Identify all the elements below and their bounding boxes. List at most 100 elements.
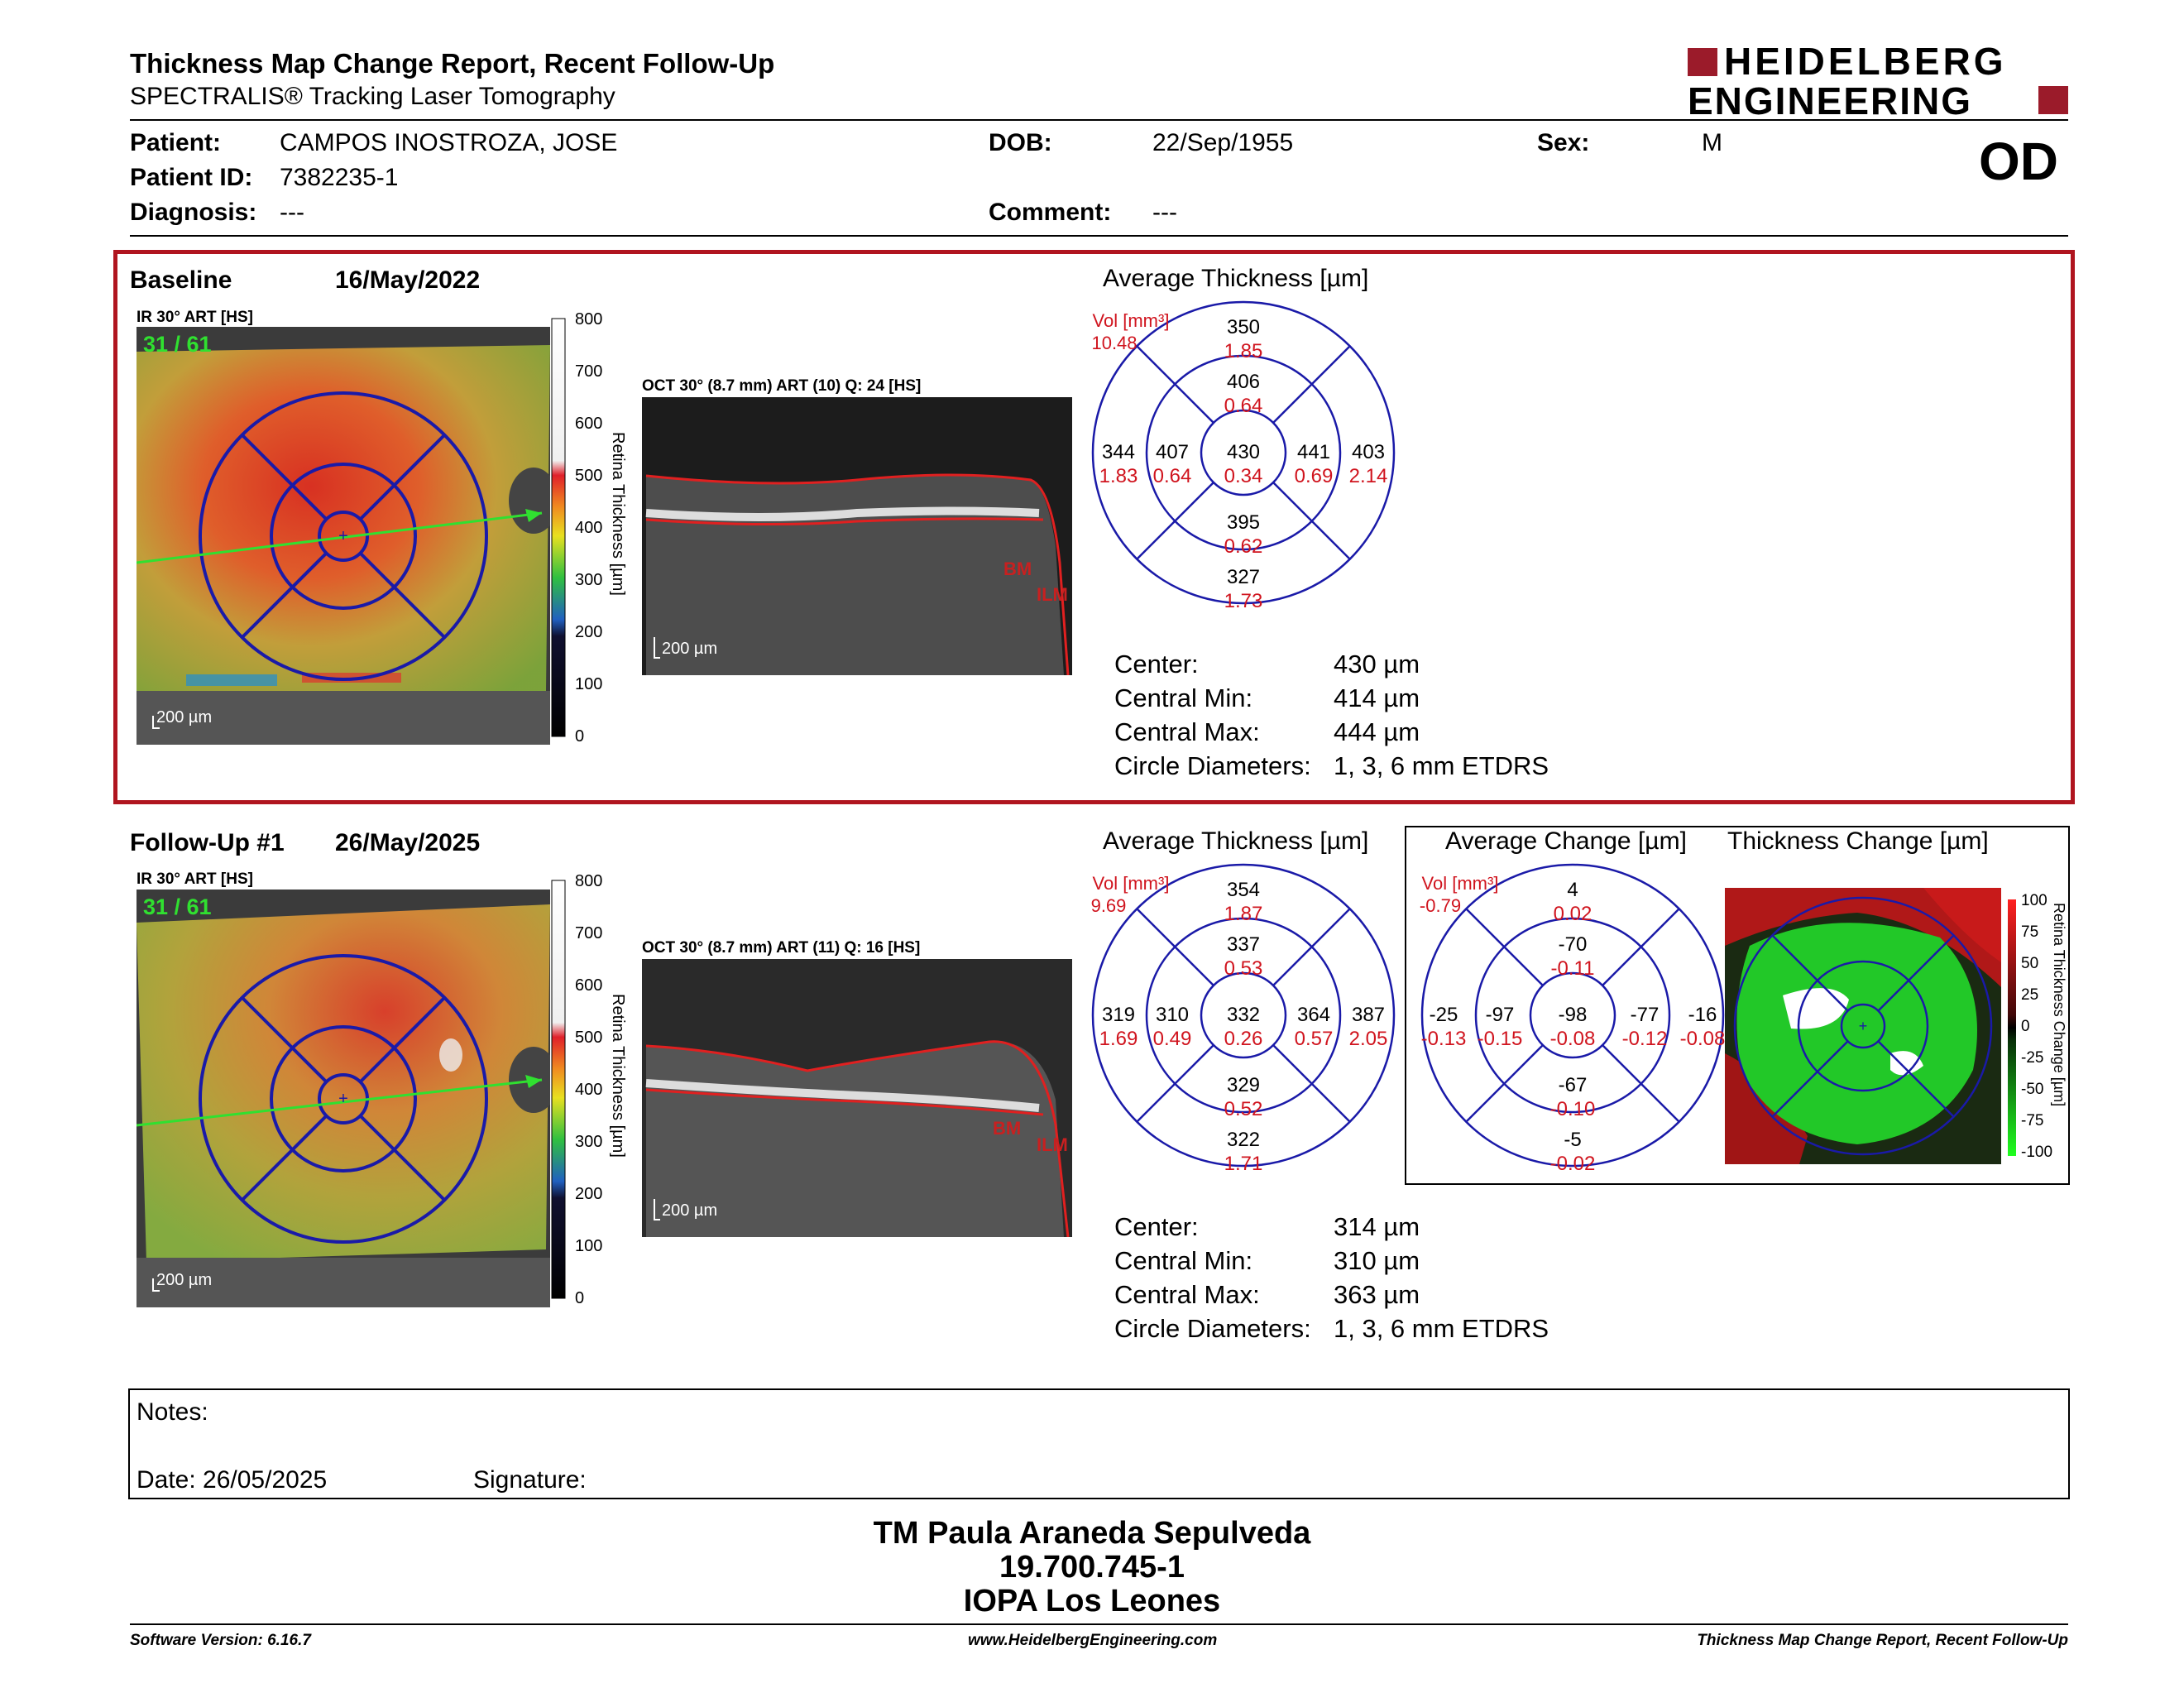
followup-oct-scan: BM ILM 200 µm	[642, 959, 1072, 1237]
sector-volume: -0.02	[1550, 1153, 1596, 1175]
followup-bm: BM	[993, 1118, 1021, 1139]
sector-value: -98	[1559, 1004, 1588, 1026]
cbar-tick: 400	[575, 519, 602, 537]
baseline-oct-scan: BM ILM 200 µm	[642, 397, 1072, 675]
baseline-etdrs-grid: Vol [mm³] 10.48 350 1.85 406 0.64 344 1.…	[1091, 300, 1396, 612]
sector-volume: 1.69	[1099, 1028, 1138, 1050]
change-bar-title: Retina Thickness Change [µm]	[2051, 903, 2066, 1106]
baseline-bm: BM	[1003, 559, 1032, 579]
followup-ilm: ILM	[1037, 1134, 1068, 1155]
sector-volume: 0.69	[1295, 465, 1334, 487]
sector-value: -16	[1688, 1004, 1717, 1026]
sector-value: -70	[1559, 933, 1588, 956]
dob: 22/Sep/1955	[1152, 129, 1294, 156]
followup-grid-title: Average Thickness [µm]	[1103, 827, 1369, 855]
sex: M	[1702, 129, 1722, 156]
cbar-title: Retina Thickness [µm]	[609, 994, 627, 1158]
notes-box	[128, 1388, 2070, 1499]
baseline-ir-scale: 200 µm	[156, 708, 212, 727]
sector-value: 395	[1227, 511, 1260, 534]
change-tick: -100	[2021, 1144, 2052, 1161]
baseline-label: Baseline	[130, 266, 232, 294]
patient-id-label: Patient ID:	[130, 164, 253, 191]
svg-text:+: +	[338, 527, 348, 545]
sector-value: 364	[1297, 1004, 1330, 1026]
sector-value: 322	[1227, 1129, 1260, 1151]
cbar-tick: 800	[575, 310, 602, 328]
cbar-tick: 500	[575, 467, 602, 485]
logo-line2: ENGINEERING	[1688, 79, 1973, 122]
followup-stat-diam-value: 1, 3, 6 mm ETDRS	[1334, 1314, 1549, 1343]
followup-stat-diam-label: Circle Diameters:	[1114, 1314, 1311, 1343]
sector-value: 407	[1156, 441, 1189, 463]
footer-website[interactable]: www.HeidelbergEngineering.com	[968, 1632, 1218, 1649]
thickness-change-map: +	[1725, 888, 2001, 1164]
sector-value: 344	[1102, 441, 1135, 463]
sector-volume: -0.12	[1622, 1028, 1668, 1050]
svg-text:+: +	[1859, 1018, 1868, 1034]
cbar-title: Retina Thickness [µm]	[609, 432, 627, 596]
cbar-tick: 500	[575, 1029, 602, 1047]
baseline-stat-min-label: Central Min:	[1114, 683, 1253, 712]
followup-ir-label: IR 30° ART [HS]	[136, 870, 253, 888]
followup-date: 26/May/2025	[335, 829, 481, 856]
cbar-tick: 300	[575, 571, 602, 589]
sector-value: -67	[1559, 1074, 1588, 1096]
sector-value: 332	[1227, 1004, 1260, 1026]
vol-label: Vol [mm³]	[1422, 873, 1499, 894]
sector-volume: 0.52	[1224, 1098, 1263, 1120]
sector-volume: 0.57	[1295, 1028, 1334, 1050]
sector-volume: -0.10	[1550, 1098, 1596, 1120]
sector-volume: 1.85	[1224, 340, 1263, 362]
change-tick: 50	[2021, 955, 2038, 972]
map-title: Thickness Change [µm]	[1727, 827, 1989, 855]
eye-label: OD	[1979, 132, 2058, 191]
sector-value: 319	[1102, 1004, 1135, 1026]
cbar-tick: 300	[575, 1133, 602, 1151]
notes-label: Notes:	[136, 1398, 208, 1426]
change-tick: 25	[2021, 986, 2038, 1004]
change-title: Average Change [µm]	[1445, 827, 1687, 855]
report-title: Thickness Map Change Report, Recent Foll…	[130, 48, 775, 79]
vol-label: Vol [mm³]	[1093, 310, 1170, 331]
vol-value: -0.79	[1420, 895, 1461, 916]
sector-value: 387	[1352, 1004, 1385, 1026]
followup-oct-scale: 200 µm	[662, 1201, 717, 1220]
sector-value: 327	[1227, 566, 1260, 588]
followup-stat-center-label: Center:	[1114, 1212, 1199, 1241]
vol-label: Vol [mm³]	[1093, 873, 1170, 894]
sector-value: 441	[1297, 441, 1330, 463]
cbar-tick: 700	[575, 924, 602, 942]
baseline-ir-label: IR 30° ART [HS]	[136, 309, 253, 326]
sector-value: 403	[1352, 441, 1385, 463]
signoff-institution: IOPA Los Leones	[963, 1584, 1221, 1618]
followup-etdrs-grid: Vol [mm³] 9.69 354 1.87 337 0.53 319 1.6…	[1091, 863, 1396, 1175]
followup-colorbar: 800 700 600 500 400 300 200 100 0 Retina…	[551, 872, 627, 1307]
followup-oct-label: OCT 30° (8.7 mm) ART (11) Q: 16 [HS]	[642, 939, 921, 957]
sector-volume: 0.53	[1224, 957, 1263, 980]
cbar-tick: 200	[575, 623, 602, 641]
sector-volume: 2.14	[1349, 465, 1388, 487]
followup-stat-center-value: 314 µm	[1334, 1212, 1420, 1241]
report-subtitle: SPECTRALIS® Tracking Laser Tomography	[130, 83, 615, 110]
baseline-stat-min-value: 414 µm	[1334, 683, 1420, 712]
signoff-id: 19.700.745-1	[999, 1550, 1185, 1585]
diagnosis-label: Diagnosis:	[130, 199, 257, 226]
baseline-stat-center-label: Center:	[1114, 650, 1199, 679]
baseline-ilm: ILM	[1037, 584, 1068, 605]
sector-volume: 0.02	[1554, 903, 1592, 925]
vol-value: 9.69	[1091, 895, 1127, 916]
cbar-tick: 0	[575, 1289, 584, 1307]
sector-value: 430	[1227, 441, 1260, 463]
sector-value: 406	[1227, 371, 1260, 393]
sector-value: -5	[1564, 1129, 1581, 1151]
patient-id: 7382235-1	[280, 164, 399, 191]
sector-value: 354	[1227, 879, 1260, 901]
cbar-tick: 100	[575, 1237, 602, 1255]
change-tick: -25	[2021, 1049, 2043, 1067]
cbar-tick: 100	[575, 675, 602, 693]
sector-value: -97	[1486, 1004, 1515, 1026]
patient-name-label: Patient:	[130, 129, 222, 156]
followup-label: Follow-Up #1	[130, 829, 285, 856]
baseline-stat-diam-value: 1, 3, 6 mm ETDRS	[1334, 751, 1549, 780]
